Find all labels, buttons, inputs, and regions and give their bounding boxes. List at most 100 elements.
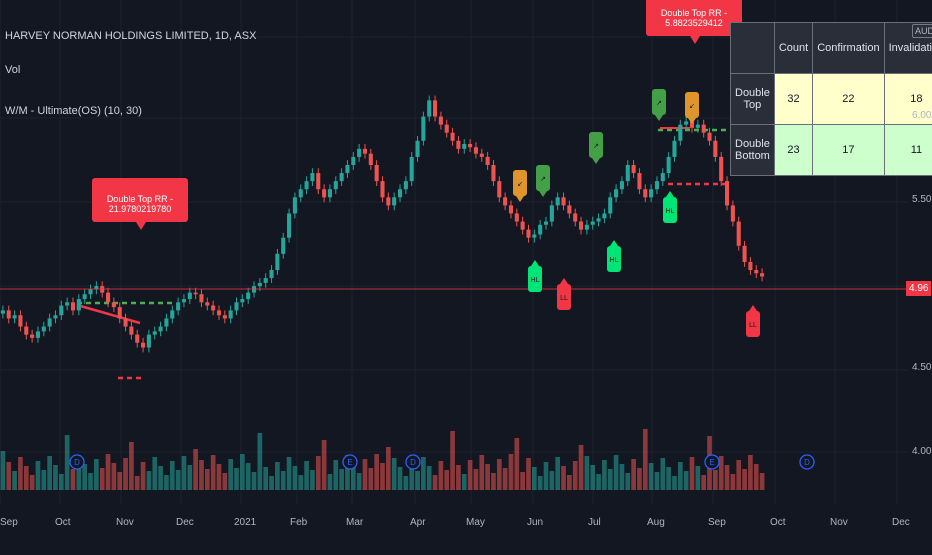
volume-bar [310, 470, 315, 490]
candle-body [0, 310, 5, 314]
candle-body [584, 224, 589, 230]
volume-bar [304, 461, 309, 490]
pattern-markers: ↙ ↗ HL LL ↗ HL ↗ HL ↙ LL [513, 89, 760, 337]
y-tick: 5.50 [912, 194, 932, 205]
x-tick: Nov [116, 517, 134, 528]
candle-body [164, 318, 169, 327]
cell-invalidation: 11 [883, 124, 932, 176]
candle-body [707, 132, 712, 141]
volume-bar [356, 473, 362, 490]
currency-badge[interactable]: AUD [912, 24, 932, 38]
candle-body [362, 148, 368, 154]
candle-body [316, 173, 321, 190]
volume-bar [736, 460, 742, 490]
volume-bar [64, 435, 70, 490]
volume-bar [88, 473, 93, 490]
volume-bar [637, 468, 642, 490]
volume-bar [23, 466, 29, 490]
volume-bar [193, 449, 198, 490]
volume-bar [199, 460, 204, 490]
cell-confirmation: 17 [812, 124, 885, 176]
candle-body [211, 305, 216, 311]
volume-bar [257, 433, 263, 490]
candle-body [409, 156, 414, 182]
volume-bar [315, 456, 321, 490]
candle-body [631, 165, 636, 174]
candle-body [117, 307, 122, 319]
candle-body [123, 318, 128, 327]
volume-bar [625, 473, 631, 490]
indicator-label: W/M - Ultimate(OS) (10, 30) [5, 105, 142, 117]
event-icon[interactable]: E [704, 454, 720, 470]
candle-body [479, 153, 484, 157]
candle-body [222, 315, 227, 319]
volume-bar [672, 476, 677, 490]
volume-bar [321, 440, 327, 490]
volume-bar [666, 467, 671, 490]
callout-right: Double Top RR - 5.8823529412 [646, 0, 742, 44]
pattern-marker: ↗ [652, 89, 666, 121]
candle-body [380, 181, 385, 198]
pattern-marker: LL [557, 278, 571, 310]
event-icon[interactable]: D [405, 454, 421, 470]
candle-body [520, 221, 525, 230]
candle-body [468, 144, 473, 148]
pattern-stats-table: Count Confirmation Invalidation Double T… [730, 22, 932, 176]
volume-bar [567, 475, 572, 490]
volume-bar [479, 455, 485, 490]
pattern-marker: ↗ [536, 165, 550, 197]
volume-bar [275, 462, 280, 490]
pattern-marker: ↗ [589, 132, 603, 164]
candle-body [748, 261, 753, 270]
volume-bar [345, 455, 350, 490]
candle-body [76, 299, 81, 311]
volume-bar [718, 456, 724, 490]
candle-body [666, 156, 671, 174]
volume-bar [380, 463, 385, 490]
volume-bar [642, 429, 648, 490]
volume-bar [35, 461, 41, 490]
volume-bar [724, 465, 730, 490]
volume-bar [496, 459, 502, 490]
volume-bar [648, 463, 654, 490]
row-label: Double Top [730, 73, 775, 125]
marker-label: ↙ [517, 181, 523, 188]
candles [0, 95, 765, 353]
candle-body [158, 326, 163, 332]
volume-bar [187, 465, 193, 490]
candle-body [614, 189, 619, 198]
volume-bar [216, 464, 222, 490]
marker-label: ↗ [656, 100, 662, 107]
volume-bar [82, 464, 88, 490]
candle-body [485, 156, 490, 165]
candle-body [228, 310, 233, 319]
candle-body [637, 173, 642, 190]
event-icon-label: E [709, 458, 714, 467]
candle-body [567, 205, 572, 214]
candle-body [736, 221, 741, 246]
x-tick: Aug [647, 517, 665, 528]
volume-bars [0, 429, 765, 490]
y-tick: 4.00 [912, 446, 932, 457]
volume-bar [298, 475, 304, 490]
volume-bar [508, 454, 514, 490]
candle-body [141, 342, 146, 348]
x-tick: Oct [55, 517, 71, 528]
candle-body [47, 318, 52, 327]
candle-body [386, 197, 391, 206]
event-icon[interactable]: D [799, 454, 815, 470]
event-icon[interactable]: D [69, 454, 85, 470]
volume-bar [561, 466, 566, 490]
volume-bar [123, 458, 128, 490]
candle-body [397, 189, 403, 198]
volume-bar [473, 469, 479, 490]
volume-bar [164, 475, 169, 490]
volume-bar [660, 458, 666, 490]
volume-bar [386, 447, 391, 490]
volume-bar [426, 466, 432, 490]
volume-bar [485, 464, 490, 490]
event-icon[interactable]: E [342, 454, 358, 470]
